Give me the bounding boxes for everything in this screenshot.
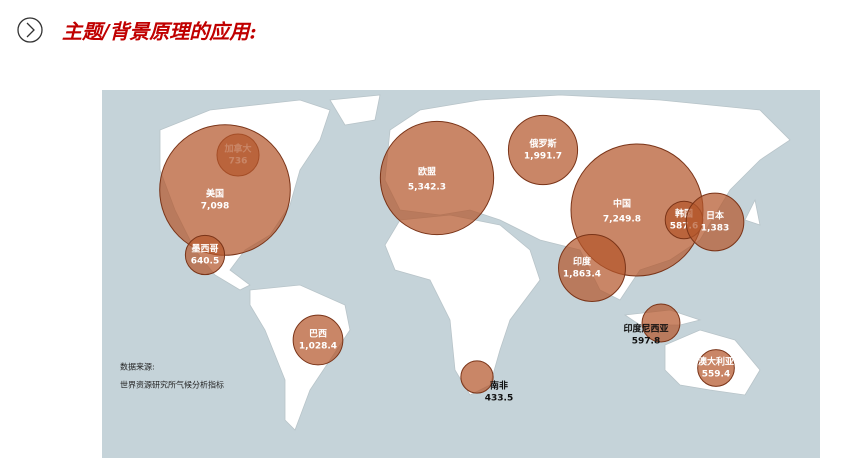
source-label: 数据来源: [120, 362, 155, 372]
region-value: 640.5 [191, 257, 219, 267]
region-value: 1,991.7 [524, 152, 562, 162]
bubble [697, 349, 735, 387]
bubbles: 加拿大736美国7,098墨西哥640.5巴西1,028.4欧盟5,342.3俄… [159, 114, 745, 404]
region-value: 7,249.8 [603, 215, 641, 225]
source-text: 世界资源研究所气候分析指标 [120, 380, 224, 390]
region-name: 美国 [206, 188, 224, 200]
nav-arrow [26, 22, 35, 38]
region-value: 1,383 [701, 224, 729, 234]
region-name: 日本 [706, 210, 725, 222]
region-value: 5,342.3 [408, 183, 446, 193]
region-name: 巴西 [309, 329, 327, 340]
region-value: 1,028.4 [299, 342, 337, 352]
region-name: 澳大利亚 [698, 356, 734, 368]
bubble [558, 234, 626, 302]
bubble [184, 234, 226, 276]
bubble [460, 360, 494, 394]
nav-icon[interactable] [17, 17, 43, 43]
region-value: 7,098 [201, 202, 229, 212]
bubble [379, 120, 495, 236]
region-value: 559.4 [702, 370, 730, 380]
region-value: 1,863.4 [563, 270, 601, 280]
region-name: 欧盟 [418, 166, 436, 178]
bubble [292, 314, 344, 366]
region-name: 墨西哥 [191, 244, 218, 255]
bubble [507, 114, 579, 186]
bubble [641, 303, 681, 343]
region-name: 印度尼西亚 [623, 323, 668, 335]
region-name: 俄罗斯 [528, 138, 556, 150]
region-name: 印度 [573, 256, 592, 268]
bubble [685, 192, 745, 252]
bubble [159, 124, 291, 256]
title: 主题/背景原理的应用: [62, 20, 257, 44]
region-name: 南非 [490, 380, 508, 392]
region-name: 中国 [613, 198, 631, 210]
region-value: 433.5 [485, 394, 513, 404]
region-value: 597.8 [632, 337, 660, 347]
region-value: 587.6 [670, 222, 698, 232]
